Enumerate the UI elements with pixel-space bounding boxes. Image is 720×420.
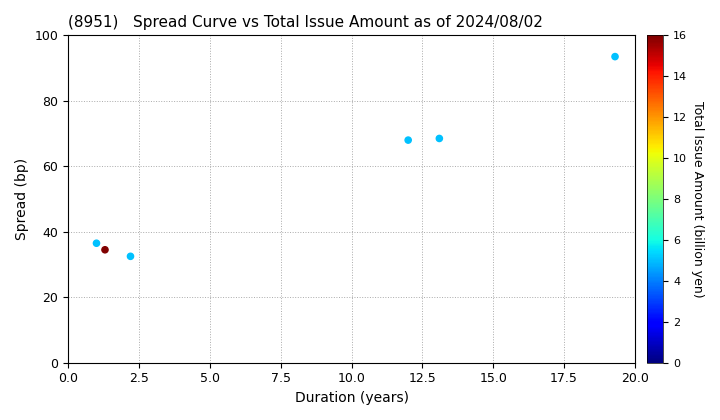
Point	[402, 137, 414, 144]
Text: (8951)   Spread Curve vs Total Issue Amount as of 2024/08/02: (8951) Spread Curve vs Total Issue Amoun…	[68, 15, 543, 30]
Point	[99, 247, 111, 253]
X-axis label: Duration (years): Duration (years)	[294, 391, 408, 405]
Point	[125, 253, 136, 260]
Point	[91, 240, 102, 247]
Point	[433, 135, 445, 142]
Y-axis label: Total Issue Amount (billion yen): Total Issue Amount (billion yen)	[690, 101, 703, 297]
Y-axis label: Spread (bp): Spread (bp)	[15, 158, 29, 240]
Point	[609, 53, 621, 60]
